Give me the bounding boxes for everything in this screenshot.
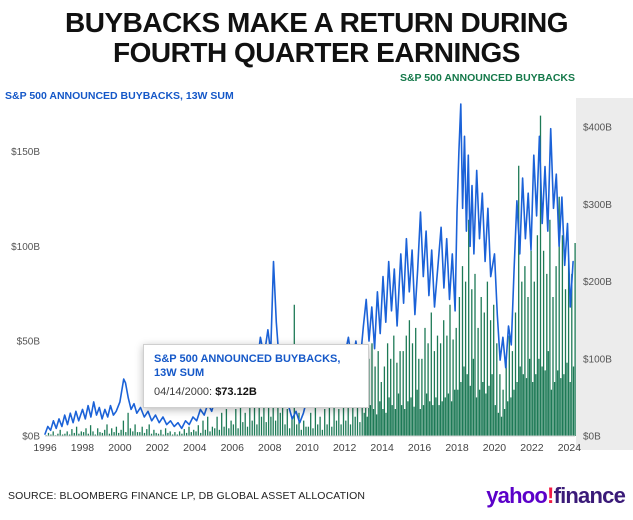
- svg-text:$300B: $300B: [583, 200, 612, 211]
- svg-text:2024: 2024: [558, 442, 582, 454]
- svg-text:$100B: $100B: [583, 355, 612, 366]
- svg-text:1996: 1996: [33, 442, 57, 454]
- tooltip-value: $73.12B: [215, 385, 257, 398]
- chart-area: S&P 500 ANNOUNCED BUYBACKS S&P 500 ANNOU…: [0, 72, 633, 456]
- tooltip-date: 04/14/2000:: [154, 385, 213, 398]
- svg-text:2010: 2010: [296, 442, 320, 454]
- logo-yahoo-text: yahoo: [486, 483, 548, 508]
- svg-text:1998: 1998: [71, 442, 95, 454]
- right-axis-background: [576, 98, 633, 451]
- svg-text:2006: 2006: [221, 442, 245, 454]
- svg-text:2016: 2016: [408, 442, 432, 454]
- page-header: BUYBACKS MAKE A RETURN DURING FOURTH QUA…: [0, 0, 633, 68]
- svg-text:2020: 2020: [483, 442, 507, 454]
- axes: $0B $50B $100B $150B $0B $100B $200B $300B $400B…: [11, 123, 612, 454]
- chart-canvas[interactable]: $0B $50B $100B $150B $0B $100B $200B $300B $400B…: [0, 84, 633, 456]
- svg-text:$50B: $50B: [17, 337, 41, 348]
- bar-series: [45, 116, 576, 437]
- svg-text:$400B: $400B: [583, 123, 612, 134]
- svg-text:2004: 2004: [183, 442, 207, 454]
- page-title-line1: BUYBACKS MAKE A RETURN DURING: [65, 7, 568, 38]
- svg-text:2018: 2018: [445, 442, 469, 454]
- footer: SOURCE: BLOOMBERG FINANCE LP, DB GLOBAL …: [0, 478, 633, 520]
- page-title-line2: FOURTH QUARTER EARNINGS: [113, 37, 520, 69]
- svg-text:$200B: $200B: [583, 278, 612, 289]
- svg-text:2008: 2008: [258, 442, 282, 454]
- svg-text:$0B: $0B: [583, 432, 601, 443]
- svg-text:2012: 2012: [333, 442, 357, 454]
- svg-text:$100B: $100B: [11, 242, 40, 253]
- source-credit: SOURCE: BLOOMBERG FINANCE LP, DB GLOBAL …: [8, 490, 366, 502]
- svg-text:2022: 2022: [520, 442, 544, 454]
- svg-text:2014: 2014: [370, 442, 394, 454]
- tooltip-title: S&P 500 ANNOUNCED BUYBACKS, 13W SUM: [154, 353, 341, 380]
- yahoo-finance-logo[interactable]: yahoo!finance: [486, 483, 626, 509]
- logo-exclamation: !: [547, 483, 554, 508]
- svg-text:2002: 2002: [146, 442, 170, 454]
- chart-tooltip: S&P 500 ANNOUNCED BUYBACKS, 13W SUM 04/1…: [143, 344, 369, 408]
- svg-text:$150B: $150B: [11, 147, 40, 158]
- right-axis-title: S&P 500 ANNOUNCED BUYBACKS: [399, 72, 575, 85]
- svg-text:$0B: $0B: [22, 432, 40, 443]
- tooltip-value-row: 04/14/2000: $73.12B: [154, 386, 358, 398]
- left-axis-title: S&P 500 ANNOUNCED BUYBACKS, 13W SUM: [5, 90, 234, 103]
- svg-text:2000: 2000: [108, 442, 132, 454]
- logo-finance-text: finance: [553, 483, 626, 508]
